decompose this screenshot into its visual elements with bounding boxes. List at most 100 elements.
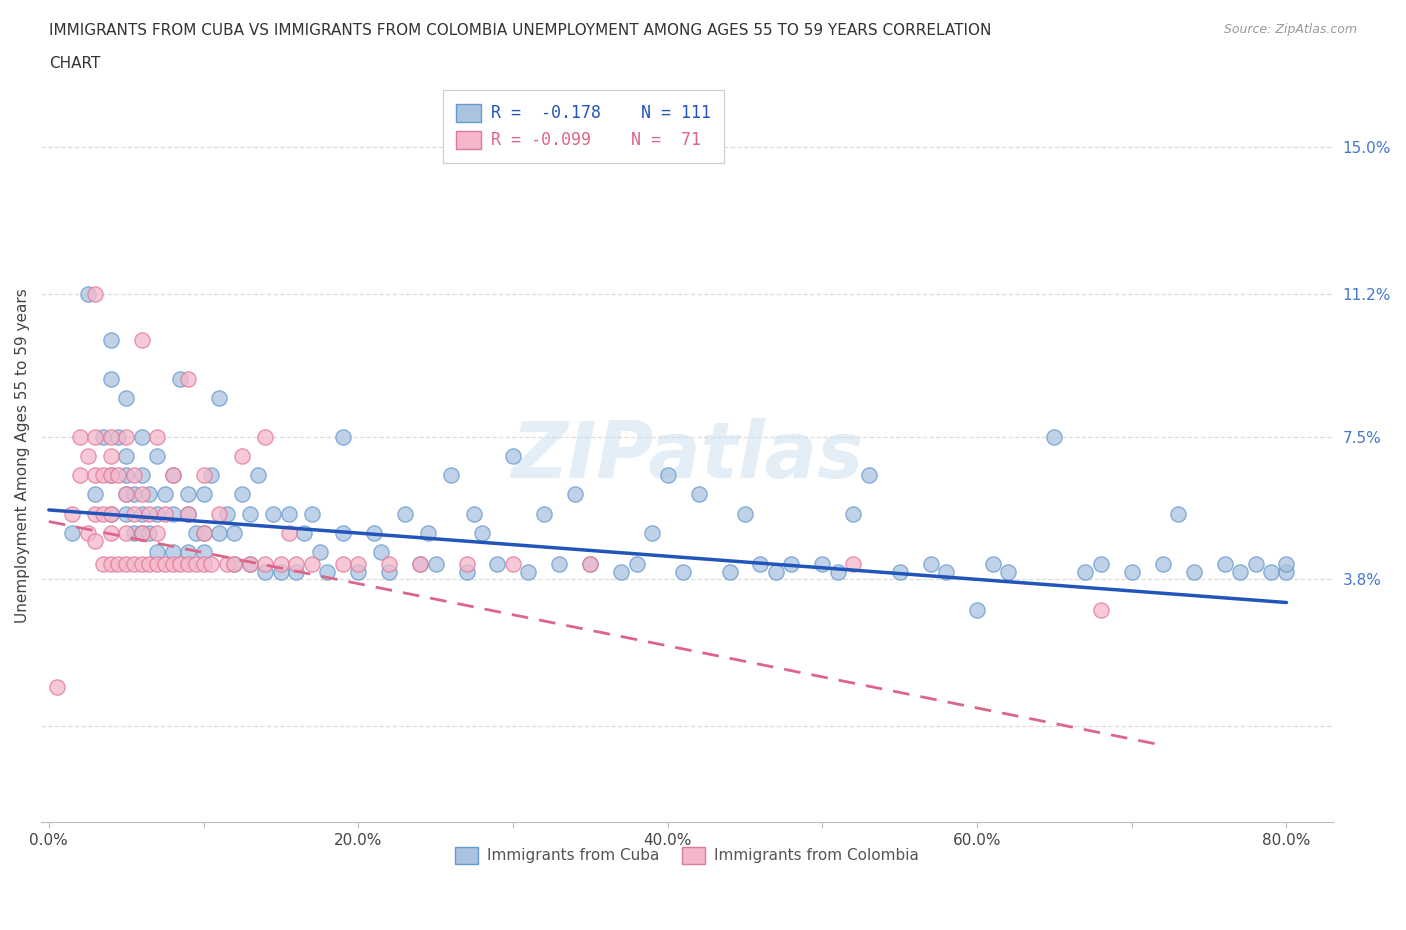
Point [688,487,710,502]
Point [239,556,262,571]
Point [115,429,138,444]
Point [84,506,107,521]
Point [409,556,432,571]
Point [292,525,315,540]
Point [122,506,145,521]
Point [215,506,238,521]
Text: Source: ZipAtlas.com: Source: ZipAtlas.com [1223,23,1357,36]
Point [76,286,98,301]
Point [440,468,463,483]
Point [1152,556,1174,571]
Point [456,565,478,579]
Point [146,525,169,540]
Point [254,429,277,444]
Point [115,468,138,483]
Point [224,556,246,571]
Point [1275,565,1298,579]
Point [107,556,129,571]
Point [416,525,439,540]
Point [409,556,432,571]
Point [966,603,988,618]
Point [285,565,308,579]
Point [208,525,231,540]
Point [184,525,207,540]
Point [91,468,114,483]
Point [177,545,200,560]
Point [610,565,633,579]
Point [997,565,1019,579]
Point [347,556,370,571]
Point [1074,565,1097,579]
Point [370,545,392,560]
Point [363,525,385,540]
Point [579,556,602,571]
Point [1090,603,1112,618]
Point [84,487,107,502]
Point [146,545,169,560]
Point [347,565,370,579]
Point [177,506,200,521]
Point [301,506,323,521]
Point [193,468,215,483]
Point [1229,565,1251,579]
Point [1167,506,1189,521]
Point [162,545,184,560]
Point [100,371,122,386]
Point [115,487,138,502]
Point [215,556,238,571]
Point [153,487,176,502]
Point [277,525,299,540]
Point [456,556,478,571]
Point [378,556,401,571]
Point [184,556,207,571]
Point [115,487,138,502]
Point [935,565,957,579]
Point [231,487,253,502]
Point [177,506,200,521]
Point [332,429,354,444]
Point [246,468,269,483]
Point [69,429,91,444]
Point [749,556,772,571]
Point [193,487,215,502]
Point [131,525,153,540]
Point [100,333,122,348]
Point [100,506,122,521]
Point [107,468,129,483]
Point [131,556,153,571]
Point [84,533,107,548]
Point [100,468,122,483]
Point [224,556,246,571]
Point [231,448,253,463]
Point [270,565,292,579]
Point [115,525,138,540]
Point [502,556,524,571]
Point [169,371,191,386]
Point [115,556,138,571]
Point [177,487,200,502]
Point [502,448,524,463]
Point [76,448,98,463]
Point [138,556,160,571]
Point [564,487,586,502]
Point [107,429,129,444]
Point [131,429,153,444]
Point [162,556,184,571]
Point [486,556,509,571]
Point [200,468,222,483]
Point [471,525,494,540]
Point [1121,565,1143,579]
Point [842,506,865,521]
Point [169,556,191,571]
Point [1260,565,1282,579]
Point [100,468,122,483]
Point [146,506,169,521]
Point [138,525,160,540]
Point [162,468,184,483]
Point [115,391,138,405]
Point [162,506,184,521]
Point [270,556,292,571]
Point [657,468,679,483]
Point [1043,429,1066,444]
Point [146,429,169,444]
